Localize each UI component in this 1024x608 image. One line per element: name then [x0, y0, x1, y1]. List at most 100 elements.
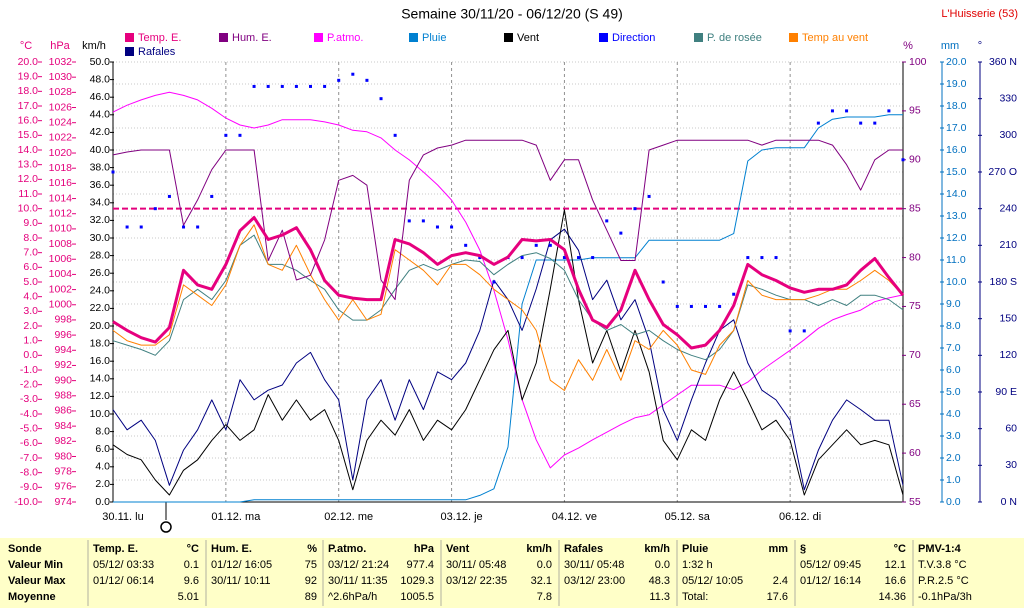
y-tick-label: -10.0: [14, 496, 38, 508]
y-tick-label: 60: [1005, 422, 1017, 434]
y-tick-label: 24.0: [90, 285, 111, 297]
direction-dot: [605, 219, 609, 223]
cell-value: 977.4: [406, 559, 434, 571]
y-tick-label: 95: [909, 105, 921, 117]
y-tick-label: 2.0: [95, 478, 110, 490]
y-tick-label: 100: [909, 56, 927, 68]
y-tick-label: 4.0: [946, 408, 961, 420]
direction-dot: [718, 304, 722, 308]
cell-value: 9.6: [184, 575, 199, 587]
y-tick-label: 7.0: [23, 246, 38, 258]
y-tick-label: 15.0: [18, 129, 39, 141]
y-tick-label: 1018: [49, 162, 73, 174]
y-tick-label: 8.0: [23, 232, 38, 244]
pmv-value: P.R.2.5 °C: [918, 575, 969, 587]
direction-dot: [252, 84, 256, 88]
cell-value: 5.01: [178, 591, 199, 603]
direction-dot: [802, 329, 806, 333]
y-tick-label: 14.0: [946, 188, 967, 200]
y-tick-label: 4.0: [95, 461, 110, 473]
y-tick-label: -2.0: [20, 378, 38, 390]
legend-label: Temp au vent: [802, 32, 868, 44]
series-line: [112, 224, 904, 391]
y-tick-label: 13.0: [18, 158, 39, 170]
cell-value: 11.3: [649, 591, 670, 603]
direction-dot: [816, 121, 820, 125]
y-tick-label: 1.0: [946, 474, 961, 486]
direction-dot: [167, 194, 171, 198]
y-tick-label: 240: [999, 202, 1017, 214]
group-unit: hPa: [414, 543, 435, 555]
y-tick-label: 1.0: [23, 334, 38, 346]
cell-value: 0.0: [655, 559, 670, 571]
direction-dot: [238, 133, 242, 137]
y-tick-label: 30.0: [90, 232, 111, 244]
y-tick-label: 980: [54, 450, 72, 462]
y-tick-label: 20.0: [946, 56, 967, 68]
y-tick-label: 978: [54, 465, 72, 477]
y-tick-label: 9.0: [23, 217, 38, 229]
y-tick-label: 2.0: [23, 320, 38, 332]
group-name: PMV-1:4: [918, 543, 962, 555]
y-tick-label: 1006: [49, 253, 73, 265]
x-tick-label: 04.12. ve: [552, 511, 597, 523]
summary-table: Sonde Valeur Min Valeur Max Moyenne Temp. E.…: [8, 540, 972, 606]
direction-dot: [478, 256, 482, 260]
y-tick-label: 3.0: [946, 430, 961, 442]
cell-value: 92: [305, 575, 317, 587]
series-line: [112, 234, 904, 361]
y-tick-label: 974: [54, 496, 72, 508]
direction-dot: [661, 280, 665, 284]
y-tick-label: 18.0: [946, 100, 967, 112]
y-tick-label: 1030: [49, 71, 73, 83]
cell-date: 01/12/ 06:14: [93, 575, 154, 587]
direction-dot: [548, 243, 552, 247]
direction-dot: [464, 243, 468, 247]
direction-dot: [351, 72, 355, 76]
y-tick-label: 1004: [49, 268, 73, 280]
y-tick-label: 360 N: [989, 56, 1017, 68]
direction-dot: [139, 225, 143, 229]
direction-dot: [280, 84, 284, 88]
legend-label: Direction: [612, 32, 655, 44]
y-tick-label: 10.0: [946, 276, 967, 288]
x-tick-label: 06.12. di: [779, 511, 821, 523]
y-tick-label: 20.0: [18, 56, 39, 68]
cell-value: 12.1: [885, 559, 906, 571]
y-tick-label: 11.0: [946, 254, 966, 266]
y-tick-label: 1028: [49, 86, 73, 98]
direction-dot: [788, 329, 792, 333]
legend-label: P.atmo.: [327, 32, 364, 44]
group-name: Rafales: [564, 543, 603, 555]
cell-date: 30/11/ 11:35: [328, 575, 388, 587]
y-tick-label: 994: [54, 344, 72, 356]
axis-unit-label: %: [903, 40, 913, 52]
y-tick-label: 75: [909, 300, 921, 312]
y-tick-label: 16.0: [90, 355, 111, 367]
direction-dot: [210, 194, 214, 198]
y-tick-label: 1016: [49, 177, 73, 189]
y-tick-label: 18.0: [90, 337, 111, 349]
y-tick-label: 0.0: [946, 496, 961, 508]
y-tick-label: 55: [909, 496, 921, 508]
y-tick-label: 4.0: [23, 290, 38, 302]
axis-unit-label: hPa: [50, 40, 70, 52]
y-tick-label: 80: [909, 251, 921, 263]
y-tick-label: 1014: [49, 192, 73, 204]
legend-label: Pluie: [422, 32, 446, 44]
y-tick-label: 46.0: [90, 91, 111, 103]
y-tick-label: 48.0: [90, 73, 111, 85]
series-line: [112, 91, 904, 469]
legend-swatch: [789, 33, 798, 42]
axis-unit-label: km/h: [82, 40, 106, 52]
y-tick-label: 17.0: [946, 122, 967, 134]
y-tick-label: 270 O: [988, 166, 1017, 178]
legend-swatch: [314, 33, 323, 42]
y-tick-label: -6.0: [20, 437, 38, 449]
y-tick-label: 90 E: [995, 386, 1017, 398]
y-tick-label: 6.0: [946, 364, 961, 376]
y-tick-label: 19.0: [18, 70, 39, 82]
direction-dot: [153, 207, 157, 211]
group-unit: km/h: [644, 543, 670, 555]
y-tick-label: 300: [999, 129, 1017, 141]
